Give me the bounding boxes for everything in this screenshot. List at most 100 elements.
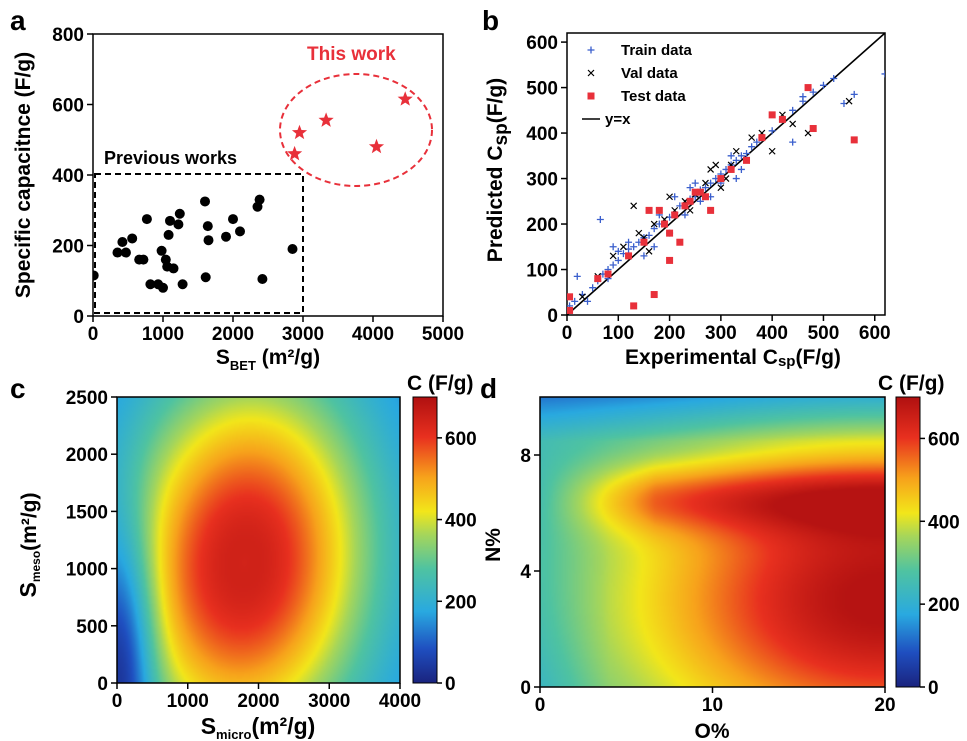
panel-b-point-train-data xyxy=(701,184,709,192)
panel-a-point-previous xyxy=(221,231,231,242)
panel-b-ylabel: Predicted Csp(F/g) xyxy=(484,78,512,262)
panel-b-ytick-label: 400 xyxy=(526,124,558,145)
panel-d-xtick-label: 20 xyxy=(874,695,895,716)
panel-a-point-previous xyxy=(203,235,214,246)
panel-d-colorbar-ticks: 0 200 400 600 xyxy=(920,429,960,699)
panel-b-point-train-data xyxy=(573,272,581,280)
panel-a-ticks: 0 1000 2000 3000 4000 5000 0 200 400 600 800 xyxy=(52,25,464,345)
panel-b-point-train-data xyxy=(732,175,740,183)
panel-a-point-previous xyxy=(138,254,149,265)
panel-a-point-previous xyxy=(158,282,168,293)
panel-b-point-test-data xyxy=(630,302,638,310)
panel-b-point-test-data xyxy=(625,252,633,260)
panel-c-cbar-tick-label: 600 xyxy=(445,429,477,450)
panel-d-cbar-tick-label: 400 xyxy=(928,512,960,533)
this-work-ellipse xyxy=(279,73,433,187)
panel-letter-a: a xyxy=(10,5,26,36)
panel-a-point-previous xyxy=(235,226,245,237)
panel-b-point-train-data xyxy=(789,106,797,114)
panel-c-ylabel-sub: meso xyxy=(29,551,43,582)
panel-a-ytick-label: 200 xyxy=(52,237,84,258)
panel-a-point-this-work xyxy=(286,145,303,161)
panel-d-xtick-label: 10 xyxy=(702,695,723,716)
panel-c-cbar-tick-label: 400 xyxy=(445,511,477,532)
previous-works-box xyxy=(94,173,304,314)
panel-b-ticks: 0 100 200 300 400 500 600 0 100 200 300 400 500 600 xyxy=(526,33,890,344)
panel-a-point-previous xyxy=(120,247,131,258)
panel-b-ytick-label: 300 xyxy=(526,170,558,191)
panel-a-point-previous xyxy=(141,214,152,225)
panel-a-ytick-label: 400 xyxy=(52,166,84,187)
panel-b-point-test-data xyxy=(686,197,694,205)
panel-c-xtick-label: 0 xyxy=(112,691,123,712)
panel-b-ytick-label: 500 xyxy=(526,79,558,100)
panel-a-point-previous xyxy=(165,215,175,226)
legend-swatch-plus xyxy=(587,46,595,54)
panel-d-cbar-tick-label: 200 xyxy=(928,595,960,616)
panel-c-ytick-label: 2000 xyxy=(66,445,108,466)
panel-b-point-test-data xyxy=(758,134,766,142)
panel-b-point-test-data xyxy=(660,220,668,228)
panel-b-ylabel-unit: (F/g) xyxy=(484,78,507,123)
panel-b-point-val-data xyxy=(732,147,740,155)
panel-b-point-test-data xyxy=(676,238,684,246)
panel-b-point-train-data xyxy=(727,152,735,160)
panel-b-point-val-data xyxy=(666,193,674,201)
panel-b-point-val-data xyxy=(619,243,627,251)
panel-b-ylabel-main: Predicted C xyxy=(484,145,507,262)
panel-a-xlabel: SBET (m²/g) xyxy=(216,346,320,373)
panel-c-xtick-label: 2000 xyxy=(237,691,279,712)
panel-b-point-train-data xyxy=(686,184,694,192)
panel-c-xlabel-sub: micro xyxy=(216,727,251,741)
panel-a-point-previous xyxy=(173,219,184,230)
panel-b-xtick-label: 500 xyxy=(808,323,840,344)
panel-c-heatmap-image xyxy=(117,397,400,683)
panel-a-point-previous xyxy=(174,208,185,219)
panel-a-ytick-label: 600 xyxy=(52,96,84,117)
panel-a-point-this-work xyxy=(291,124,308,140)
panel-b-legend: Train data Val data Test data y=x xyxy=(582,42,693,128)
panel-b-point-test-data xyxy=(567,306,574,314)
panel-b-point-train-data xyxy=(881,70,885,78)
panel-c-xlabel-main: S xyxy=(201,713,216,739)
panel-a-xtick-label: 2000 xyxy=(212,324,254,345)
panel-b-ylabel-sub: sp xyxy=(491,123,512,145)
panel-b-point-test-data xyxy=(681,202,689,210)
panel-b-point-train-data xyxy=(830,74,838,82)
panel-b-point-val-data xyxy=(748,134,756,142)
panel-b-point-val-data xyxy=(578,293,586,301)
panel-c-ytick-label: 500 xyxy=(76,617,108,638)
panel-c-colorbar-ticks: 0 200 400 600 xyxy=(437,429,477,695)
panel-b-point-train-data xyxy=(737,152,745,160)
panel-b-point-train-data xyxy=(609,261,617,269)
panel-b-point-test-data xyxy=(701,193,709,201)
panel-b-point-test-data xyxy=(567,293,574,301)
panel-c-xtick-label: 3000 xyxy=(308,691,350,712)
panel-b-point-test-data xyxy=(809,125,817,133)
panel-letter-d: d xyxy=(480,373,497,404)
panel-b-point-test-data xyxy=(717,175,725,183)
panel-b-point-test-data xyxy=(696,188,704,196)
panel-c-ylabel-unit: (m²/g) xyxy=(18,492,41,550)
panel-c-cbar-tick-label: 200 xyxy=(445,592,477,613)
panel-b-point-train-data xyxy=(630,243,638,251)
panel-a-point-this-work xyxy=(368,138,385,154)
panel-b-point-val-data xyxy=(789,120,797,128)
panel-b-point-test-data xyxy=(604,270,612,278)
panel-a-ytick-label: 0 xyxy=(73,307,84,328)
legend-label: Train data xyxy=(621,42,693,59)
panel-b-point-test-data xyxy=(655,206,663,214)
panel-b-xtick-label: 300 xyxy=(705,323,737,344)
panel-b-ytick-label: 0 xyxy=(547,306,558,327)
panel-b-point-test-data xyxy=(594,275,602,283)
panel-d-ticks: 0 10 20 0 4 8 xyxy=(520,446,895,716)
panel-a-xtick-label: 1000 xyxy=(142,324,184,345)
panel-a-point-previous xyxy=(200,196,210,207)
panel-b-point-train-data xyxy=(748,143,756,151)
panel-b-xtick-label: 400 xyxy=(756,323,788,344)
panel-d-ytick-label: 0 xyxy=(520,678,531,699)
legend-swatch-x xyxy=(587,69,595,77)
panel-a-xlabel-main: S xyxy=(216,346,230,369)
panel-a-point-previous xyxy=(93,270,99,281)
panel-b-point-val-data xyxy=(635,229,643,237)
